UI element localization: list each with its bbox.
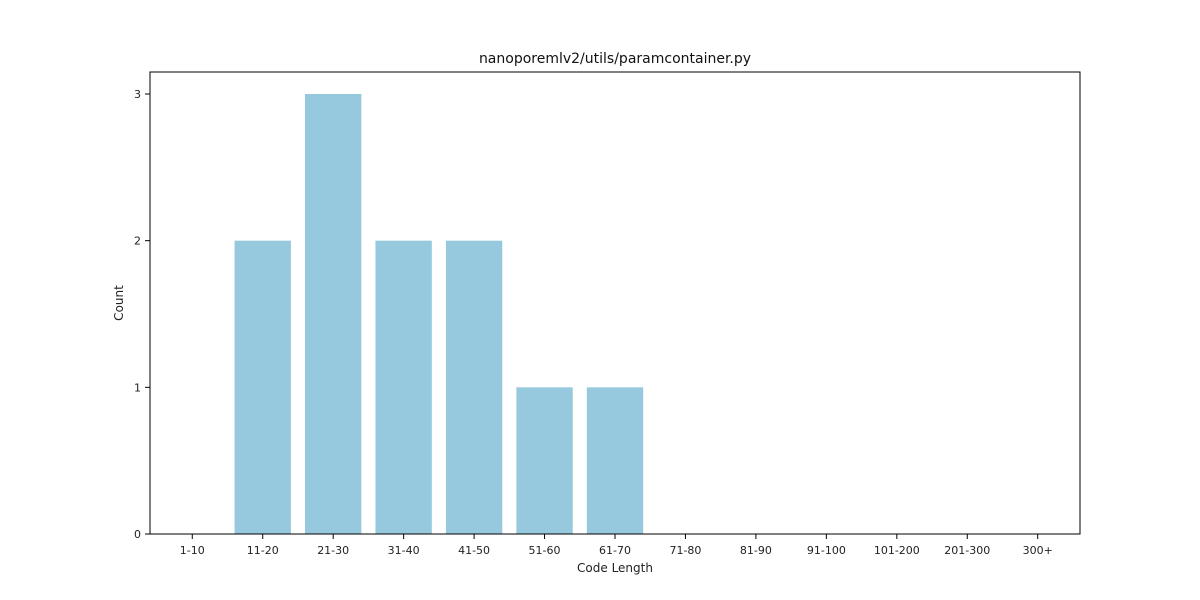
x-tick-label: 201-300 — [944, 544, 990, 557]
x-axis: 1-10 11-20 21-30 31-40 41-50 51-60 61-70 71-80 8… — [180, 534, 1053, 557]
x-tick-label: 91-100 — [807, 544, 846, 557]
bar-21-30 — [305, 94, 362, 534]
x-tick-label: 300+ — [1023, 544, 1053, 557]
y-tick-label: 2 — [134, 235, 141, 248]
x-tick-label: 71-80 — [669, 544, 701, 557]
y-tick-label: 1 — [134, 381, 141, 394]
bar-61-70 — [586, 387, 644, 534]
bars-layer — [234, 94, 644, 534]
x-tick-label: 51-60 — [529, 544, 561, 557]
x-tick-label: 21-30 — [317, 544, 349, 557]
chart-title: nanoporemlv2/utils/paramcontainer.py — [479, 51, 751, 67]
x-tick-label: 81-90 — [740, 544, 772, 557]
y-tick-label: 3 — [134, 88, 141, 101]
x-tick-label: 1-10 — [180, 544, 205, 557]
bar-11-20 — [234, 240, 291, 534]
x-tick-label: 11-20 — [247, 544, 279, 557]
x-tick-label: 61-70 — [599, 544, 631, 557]
x-tick-label: 41-50 — [458, 544, 490, 557]
y-tick-label: 0 — [134, 528, 141, 541]
y-axis-label: Count — [112, 285, 126, 321]
x-tick-label: 101-200 — [874, 544, 920, 557]
bar-41-50 — [445, 240, 503, 534]
x-tick-label: 31-40 — [388, 544, 420, 557]
bar-31-40 — [375, 240, 432, 534]
y-axis: 0 1 2 3 — [134, 88, 150, 541]
x-axis-label: Code Length — [577, 561, 653, 575]
bar-51-60 — [516, 387, 573, 534]
